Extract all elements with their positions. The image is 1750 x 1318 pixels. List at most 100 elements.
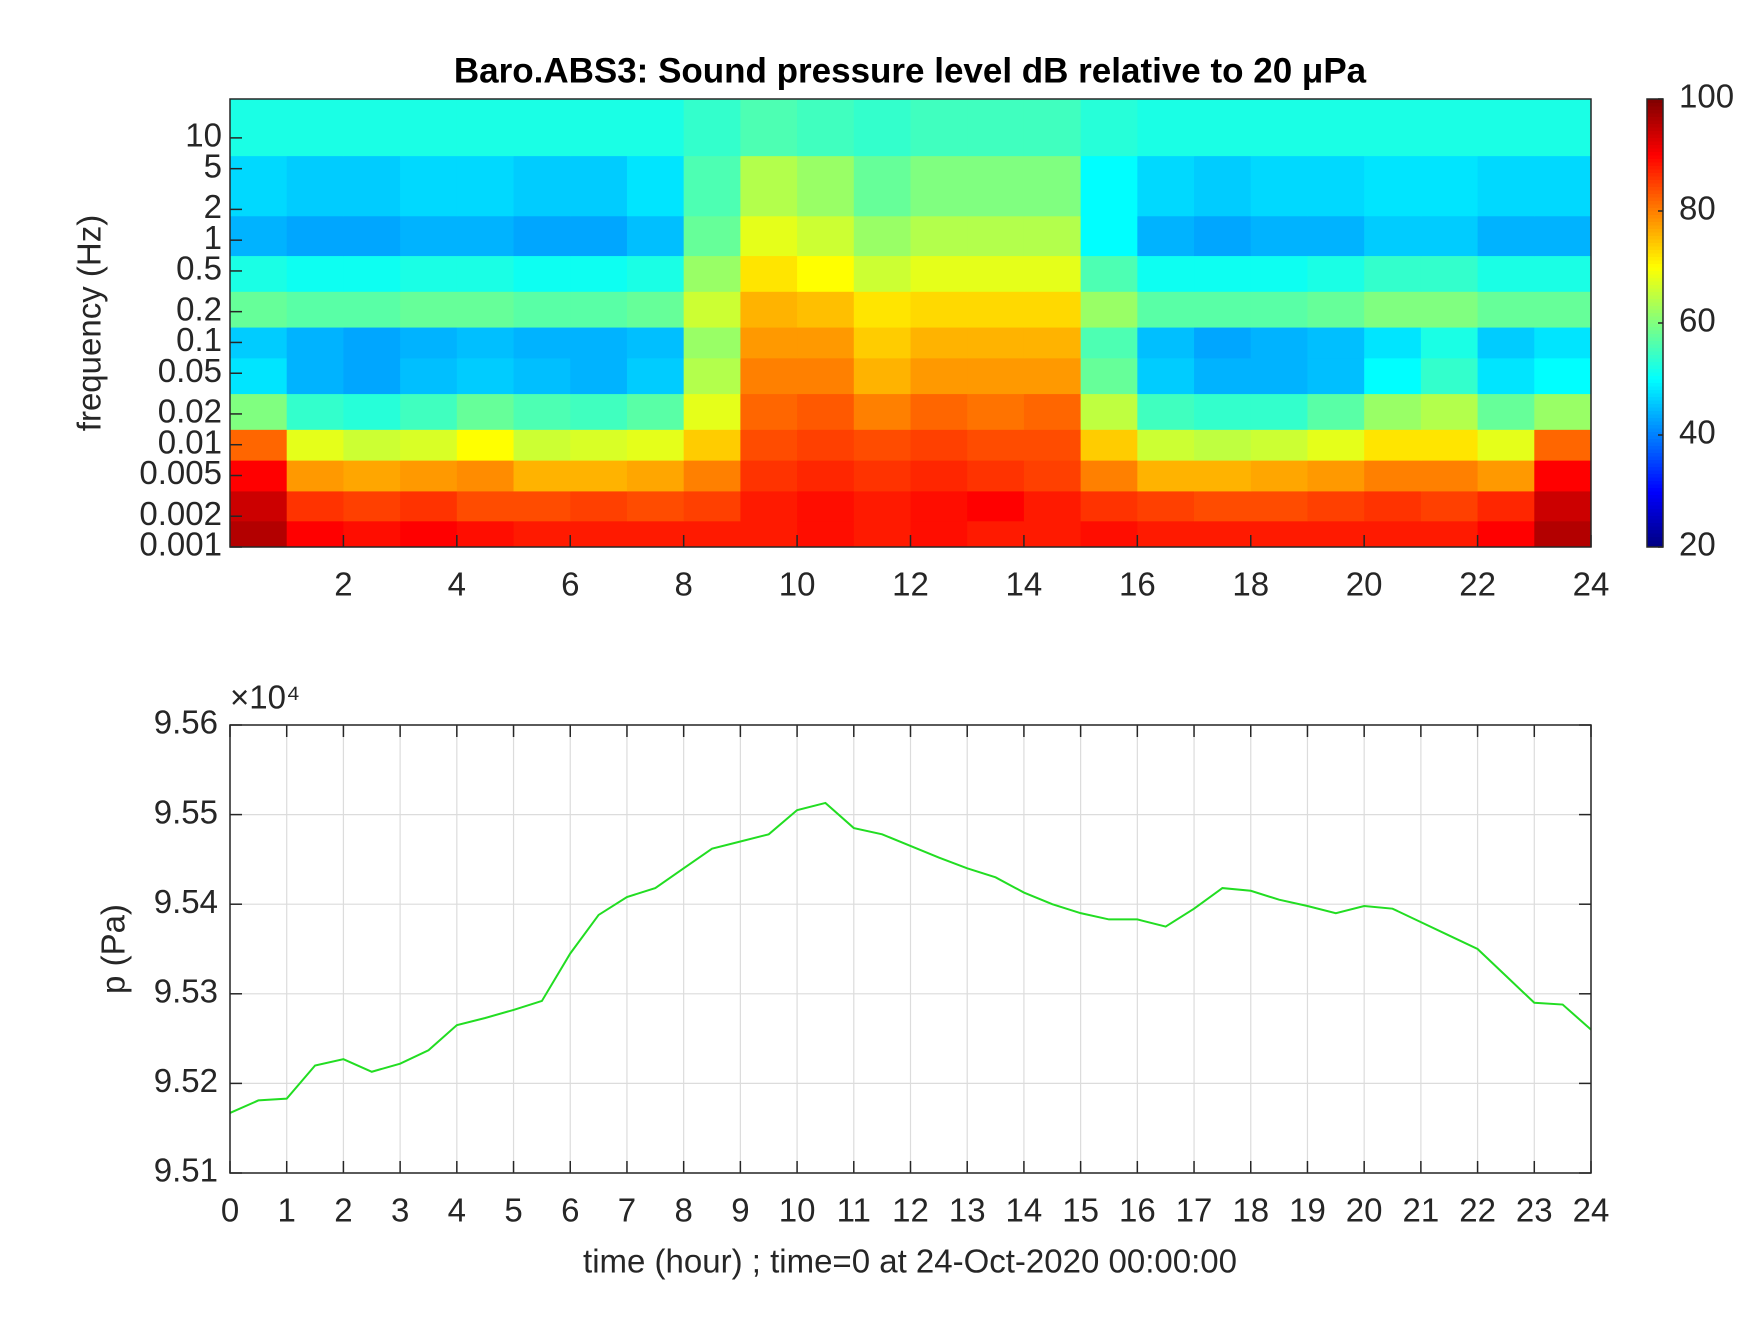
colorbar-step — [1647, 347, 1663, 352]
colorbar-step — [1647, 358, 1663, 362]
colorbar-step — [1647, 228, 1663, 233]
colorbar-step — [1647, 109, 1663, 114]
colorbar-step — [1647, 291, 1663, 296]
heat-cell — [797, 520, 855, 548]
x-tick-label: 5 — [504, 1192, 522, 1229]
heat-cell — [400, 460, 458, 492]
colorbar-step — [1647, 116, 1663, 121]
heat-cell — [1194, 520, 1252, 548]
heat-cell — [456, 460, 515, 492]
heat-cell — [626, 429, 685, 461]
heat-cell — [853, 215, 911, 257]
colorbar-step — [1647, 137, 1663, 142]
heat-cell — [1194, 357, 1252, 395]
heat-cell — [626, 99, 685, 157]
colorbar-step — [1647, 246, 1663, 250]
heat-cell — [343, 99, 401, 157]
colorbar-step — [1647, 529, 1663, 534]
colorbar-step — [1647, 428, 1663, 432]
heat-cell — [1250, 460, 1308, 492]
heat-cell — [230, 99, 288, 157]
colorbar-step — [1647, 263, 1663, 268]
heat-cell — [1477, 99, 1535, 157]
heat-cell — [740, 291, 798, 328]
heat-cell — [740, 429, 798, 461]
heat-cell — [513, 429, 571, 461]
data-line — [229, 801, 1592, 1114]
colorbar-step — [1647, 106, 1663, 110]
x-tick-label: 6 — [561, 566, 579, 603]
heat-cell — [1420, 429, 1479, 461]
heat-cell — [1420, 327, 1479, 359]
x-tick-label: 22 — [1459, 1192, 1496, 1229]
heat-cell — [1137, 99, 1195, 157]
heat-cell — [513, 291, 571, 328]
x-tick-label: 20 — [1346, 566, 1383, 603]
heat-cell — [230, 520, 288, 548]
colorbar-step — [1647, 183, 1663, 187]
heat-cell — [1477, 429, 1535, 461]
colorbar-step — [1647, 176, 1663, 180]
heat-cell — [570, 99, 628, 157]
heat-cell — [1080, 155, 1138, 217]
colorbar-step — [1647, 533, 1663, 537]
colorbar-step — [1647, 400, 1663, 404]
y-tick-label: 0.1 — [176, 321, 222, 358]
x-tick-label: 12 — [892, 1192, 929, 1229]
y-tick-label: 0.01 — [158, 423, 222, 460]
x-tick-label: 18 — [1232, 1192, 1269, 1229]
heat-cell — [967, 393, 1025, 430]
heat-cell — [286, 357, 344, 395]
heat-cell — [797, 490, 855, 522]
heat-cell — [1534, 429, 1592, 461]
colorbar-step — [1647, 494, 1663, 499]
colorbar-step — [1647, 379, 1663, 383]
heat-cell — [343, 215, 401, 257]
heat-cell — [456, 393, 515, 430]
heat-cell — [1477, 255, 1535, 292]
heat-cell — [286, 155, 344, 217]
heat-cell — [1250, 490, 1308, 522]
heat-cell — [400, 429, 458, 461]
colorbar-step — [1647, 403, 1663, 408]
heat-cell — [1137, 520, 1195, 548]
heat-cell — [683, 460, 741, 492]
y-tick-label: 9.51 — [154, 1152, 218, 1189]
heat-cell — [1477, 155, 1535, 217]
heat-cell — [910, 255, 968, 292]
heat-cell — [1477, 291, 1535, 328]
heat-cell — [853, 429, 911, 461]
heat-cell — [1307, 460, 1365, 492]
heat-cell — [400, 255, 458, 292]
colorbar-step — [1647, 389, 1663, 394]
heat-cell — [1364, 393, 1422, 430]
colorbar-step — [1647, 120, 1663, 124]
heat-cell — [1023, 99, 1082, 157]
heat-cell — [853, 490, 911, 522]
heat-cell — [1534, 490, 1592, 522]
heat-cell — [1534, 291, 1592, 328]
heat-cell — [1534, 357, 1592, 395]
heat-cell — [456, 520, 515, 548]
heat-cell — [1194, 99, 1252, 157]
colorbar-step — [1647, 204, 1663, 208]
heat-cell — [910, 327, 968, 359]
colorbar-step — [1647, 323, 1663, 327]
x-tick-label: 24 — [1573, 566, 1610, 603]
heat-cell — [400, 291, 458, 328]
heat-cell — [1023, 357, 1082, 395]
colorbar-step — [1647, 148, 1663, 152]
colorbar-step — [1647, 396, 1663, 401]
heat-cell — [967, 215, 1025, 257]
heat-cell — [1307, 155, 1365, 217]
colorbar-step — [1647, 505, 1663, 509]
colorbar-step — [1647, 169, 1663, 173]
heat-cell — [343, 357, 401, 395]
heat-cell — [1137, 255, 1195, 292]
heat-cell — [853, 520, 911, 548]
x-tick-label: 3 — [391, 1192, 409, 1229]
colorbar-tick-label: 60 — [1679, 302, 1716, 339]
colorbar-step — [1647, 99, 1663, 103]
heat-cell — [1194, 460, 1252, 492]
colorbar-step — [1647, 214, 1663, 219]
